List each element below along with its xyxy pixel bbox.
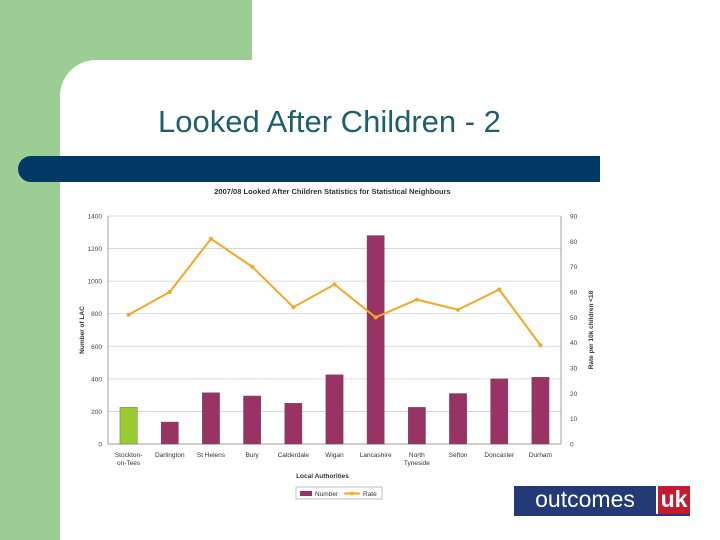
y-tick-label: 400 xyxy=(91,376,102,383)
background-green-strip xyxy=(0,0,60,540)
rate-point xyxy=(414,297,419,302)
legend-swatch-rate-point xyxy=(350,491,354,496)
rate-point xyxy=(332,282,337,287)
bar xyxy=(119,407,138,445)
x-tick-label: Bury xyxy=(245,452,259,459)
legend-box xyxy=(295,486,383,500)
y2-tick-label: 60 xyxy=(570,290,578,297)
y-tick-label: 600 xyxy=(91,344,102,351)
y-axis-label: Number of LAC xyxy=(79,306,86,354)
title-underline-bar xyxy=(18,156,600,182)
y2-tick-label: 10 xyxy=(570,416,578,423)
legend-swatch-number xyxy=(300,491,312,496)
bar xyxy=(366,235,385,445)
rate-point xyxy=(250,264,255,269)
rate-point xyxy=(291,305,296,310)
x-tick-label: Tyneside xyxy=(404,460,430,467)
bar xyxy=(490,378,509,445)
y2-tick-label: 30 xyxy=(570,366,578,373)
logo-main-text: outcomes xyxy=(514,486,656,514)
content-panel xyxy=(60,60,720,540)
y-tick-label: 200 xyxy=(91,409,102,416)
y-tick-label: 800 xyxy=(91,311,102,318)
y-tick-label: 1000 xyxy=(88,279,103,286)
bar xyxy=(531,377,550,445)
x-tick-label: Durham xyxy=(529,452,552,459)
x-tick-label: Darlington xyxy=(155,452,185,459)
bar xyxy=(449,393,467,445)
y2-tick-label: 80 xyxy=(570,239,578,246)
x-tick-label: St Helens xyxy=(197,452,226,459)
x-tick-label: Stockton- xyxy=(115,452,142,459)
rate-point xyxy=(208,236,213,241)
rate-point xyxy=(373,315,378,320)
y2-tick-label: 70 xyxy=(570,264,578,271)
logo-underline xyxy=(514,514,690,516)
x-tick-label: Sefton xyxy=(449,452,468,459)
slide-title: Looked After Children - 2 xyxy=(158,104,501,139)
y2-tick-label: 50 xyxy=(570,315,578,322)
y2-tick-label: 40 xyxy=(570,340,578,347)
y-tick-label: 1400 xyxy=(88,214,103,221)
rate-point xyxy=(456,307,461,312)
x-tick-label: Calderdale xyxy=(278,452,310,459)
bar xyxy=(243,395,261,445)
legend-label-number: Number xyxy=(315,491,339,498)
legend-label-rate: Rate xyxy=(363,491,377,498)
bar xyxy=(284,403,303,445)
chart-title: 2007/08 Looked After Children Statistics… xyxy=(214,187,450,196)
rate-point xyxy=(538,343,543,348)
x-tick-label: Wigan xyxy=(325,452,344,459)
x-tick-label: Lancashire xyxy=(360,452,392,459)
rate-point xyxy=(497,287,502,292)
x-tick-label: North xyxy=(409,452,425,459)
x-tick-label: Doncaster xyxy=(484,452,514,459)
outcomes-uk-logo: outcomes uk xyxy=(514,486,690,516)
bar xyxy=(202,392,220,445)
x-axis-label: Local Authorities xyxy=(296,473,349,480)
y2-tick-label: 0 xyxy=(570,442,574,449)
bar xyxy=(160,421,179,445)
rate-point xyxy=(167,290,172,294)
bar xyxy=(325,374,344,445)
y2-tick-label: 90 xyxy=(570,214,578,221)
y-tick-label: 0 xyxy=(98,442,102,449)
y2-tick-label: 20 xyxy=(570,391,578,398)
y2-axis-label: Rate per 10k children <18 xyxy=(588,290,595,369)
bar xyxy=(408,407,426,445)
logo-uk-text: uk xyxy=(658,486,690,514)
x-tick-label: on-Tees xyxy=(117,460,141,467)
y-tick-label: 1200 xyxy=(88,246,103,253)
rate-point xyxy=(126,312,131,317)
rate-line xyxy=(128,237,542,346)
